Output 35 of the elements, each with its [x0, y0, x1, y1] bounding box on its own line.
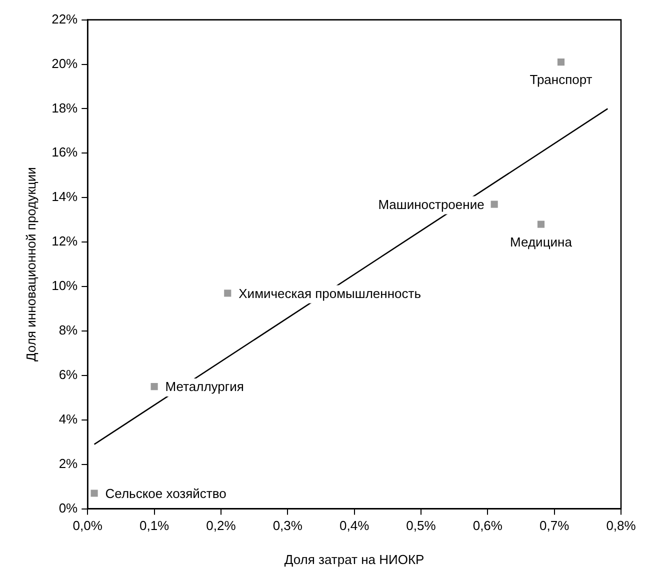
- y-tick-label: 20%: [52, 56, 78, 71]
- x-tick-label: 0,6%: [472, 518, 503, 534]
- y-axis-title: Доля инновационной продукции: [23, 167, 38, 362]
- point: [150, 383, 158, 390]
- y-tick-label: 10%: [52, 278, 78, 294]
- y-tick-label: 22%: [52, 11, 78, 26]
- x-tick-label: 0,8%: [606, 518, 636, 534]
- point: [537, 220, 545, 228]
- y-tick-label: 16%: [52, 144, 78, 160]
- annotation: Транспорт: [530, 72, 592, 88]
- point: [557, 58, 565, 66]
- point: [490, 200, 498, 208]
- x-tick-label: 0,7%: [540, 518, 570, 534]
- x-tick-label: 0,3%: [272, 518, 303, 534]
- annotation: Металлургия: [165, 379, 244, 394]
- annotation: Машиностроение: [378, 196, 484, 212]
- annotation: Химическая промышленность: [238, 286, 422, 301]
- x-tick-label: 0,5%: [406, 518, 436, 534]
- x-tick-label: 0,0%: [72, 518, 103, 534]
- x-axis-title: Доля затрат на НИОКР: [284, 552, 424, 567]
- y-tick-label: 4%: [58, 411, 78, 426]
- y-tick-label: 8%: [58, 322, 78, 338]
- annotation: Сельское хозяйство: [105, 486, 226, 501]
- y-tick-label: 14%: [52, 189, 78, 204]
- y-tick-label: 6%: [58, 367, 78, 382]
- x-tick-label: 0,4%: [339, 518, 370, 534]
- y-tick-label: 12%: [52, 234, 78, 249]
- x-tick-label: 0,2%: [206, 518, 236, 534]
- y-tick-label: 18%: [52, 100, 78, 116]
- y-tick-label: 0%: [58, 500, 78, 516]
- point: [224, 290, 232, 297]
- y-tick-label: 2%: [58, 456, 78, 471]
- point: [90, 490, 98, 497]
- x-tick-label: 0,1%: [139, 518, 170, 534]
- annotation: Медицина: [510, 234, 573, 250]
